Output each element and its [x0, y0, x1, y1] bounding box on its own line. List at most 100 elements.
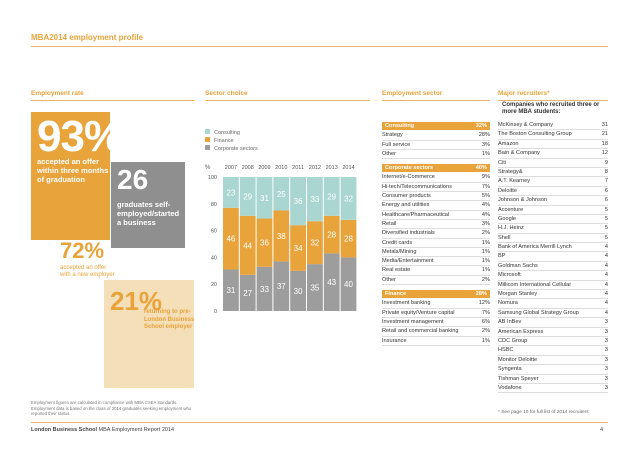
list-item: Deloitte 6 [498, 187, 608, 197]
list-item: The Boston Consulting Group 21 [498, 130, 608, 140]
section-divider-2 [205, 100, 370, 101]
data-label-corporate-2007: 31 [226, 286, 235, 295]
recruiters-subtitle: Companies who recruited three or more MB… [502, 102, 600, 115]
sector-choice-chart: % 0 20 40 60 80 100 2007 31 46 23 2008 27 44 29 2009 33 3… [205, 165, 357, 315]
subsector-value: 1% [481, 150, 490, 157]
recruiters-note: * See page 10 for full list of 2014 recr… [498, 410, 589, 415]
subsector-value: 2% [481, 328, 490, 335]
subsector-name: Internet/e-Commerce [382, 174, 435, 181]
list-item: Accenture 5 [498, 206, 608, 215]
data-label-finance-2011: 34 [294, 244, 303, 253]
list-item: Amazon 18 [498, 140, 608, 150]
subsector-value: 2% [481, 230, 490, 237]
bar-finance-2009 [256, 218, 273, 267]
bar-corporate-2008 [239, 274, 256, 311]
subsector-value: 2% [481, 276, 490, 283]
subsector-value: 1% [481, 267, 490, 274]
list-item: H.J. Heinz 5 [498, 224, 608, 234]
bar-finance-2007 [223, 207, 239, 270]
recruiter-name: Nomura [498, 300, 518, 307]
subsector-value: 1% [481, 337, 490, 344]
stat-72-value: 72% [60, 238, 105, 263]
recruiter-count: 4 [604, 309, 608, 316]
table-row: Diversified industrials 2% [382, 229, 490, 239]
subsector-name: Retail and commercial banking [382, 328, 459, 335]
subsector-value: 9% [481, 174, 490, 181]
bar-finance-2011 [290, 225, 306, 271]
bar-finance-2010 [273, 210, 290, 262]
table-row: Retail and commercial banking 2% [382, 327, 490, 337]
bar-consulting-2013 [323, 177, 340, 216]
subsector-name: Insurance [382, 337, 407, 344]
section-employment-rate: Employment rate [31, 90, 84, 97]
data-label-corporate-2012: 35 [310, 284, 319, 293]
stat-block-93: 93% accepted an offer within three month… [31, 112, 123, 240]
bar-consulting-2007 [223, 177, 239, 208]
employment-sector-tables: Consulting 32% Strategy 28% Full service 3% Ot… [382, 122, 490, 346]
subsector-value: 3% [481, 220, 490, 227]
recruiter-name: Bank of America Merrill Lynch [498, 244, 572, 251]
section-major-recruiters: Major recruiters* [498, 90, 550, 97]
y-tick-label: 40 [211, 255, 217, 261]
recruiter-name: Shell [498, 234, 511, 241]
x-tick-label: 2013 [326, 165, 338, 171]
list-item: Vodafone 3 [498, 384, 608, 394]
section-divider-3 [382, 100, 490, 101]
recruiter-count: 21 [601, 131, 608, 138]
subsector-name: Energy and utilities [382, 202, 430, 209]
data-label-finance-2013: 28 [327, 231, 336, 240]
recruiter-count: 4 [604, 262, 608, 269]
sector-table-header: Corporate sectors 40% [382, 164, 490, 173]
data-label-consulting-2012: 33 [310, 195, 319, 204]
list-item: A.T. Kearney 7 [498, 177, 608, 187]
list-item: Bain & Company 12 [498, 149, 608, 159]
subsector-name: Investment management [382, 318, 444, 325]
footer: London Business School MBA Employment Re… [31, 427, 174, 433]
footer-divider [31, 422, 608, 423]
recruiter-name: Accenture [498, 206, 524, 213]
list-item: Microsoft 4 [498, 271, 608, 281]
y-unit-label: % [205, 165, 211, 171]
data-label-corporate-2009: 33 [260, 285, 269, 294]
data-label-corporate-2013: 43 [327, 278, 336, 287]
list-item: Millicom International Cellular 4 [498, 281, 608, 291]
data-label-consulting-2009: 31 [260, 194, 269, 203]
data-label-finance-2012: 32 [310, 239, 319, 248]
section-sector-choice: Sector choice [205, 90, 248, 97]
sector-table-header: Consulting 32% [382, 122, 490, 131]
table-row: Private equity/Venture capital 7% [382, 309, 490, 318]
table-row: Consumer products 5% [382, 192, 490, 202]
y-tick-label: 80 [211, 202, 217, 208]
subsector-value: 4% [481, 202, 490, 209]
section-divider-4 [498, 100, 608, 101]
recruiter-count: 7 [604, 178, 608, 185]
subsector-value: 4% [481, 211, 490, 218]
data-label-corporate-2011: 30 [294, 287, 303, 296]
data-label-finance-2008: 44 [243, 241, 252, 250]
list-item: Goldman Sachs 4 [498, 262, 608, 272]
stat-93-text: accepted an offer within three months of… [37, 157, 109, 184]
subsector-name: Credit cards [382, 239, 413, 246]
bar-finance-2013 [323, 215, 340, 254]
list-item: Google 5 [498, 215, 608, 225]
recruiter-name: Amazon [498, 140, 519, 147]
stat-block-72: 72% accepted an offer with a new employe… [53, 238, 115, 290]
bar-finance-2008 [239, 215, 256, 275]
list-item: Syngenta 3 [498, 365, 608, 375]
y-tick-label: 0 [214, 309, 217, 315]
subsector-name: Full service [382, 141, 411, 148]
subsector-value: 12% [478, 300, 490, 307]
recruiter-count: 12 [601, 150, 608, 157]
list-item: Bank of America Merrill Lynch 4 [498, 243, 608, 253]
bar-consulting-2011 [290, 177, 306, 226]
subsector-name: Investment banking [382, 300, 431, 307]
data-label-corporate-2014: 40 [344, 280, 353, 289]
list-item: Samsung Global Strategy Group 4 [498, 309, 608, 319]
recruiter-name: Samsung Global Strategy Group [498, 309, 579, 316]
list-item: CDC Group 3 [498, 337, 608, 347]
table-row: Real estate 1% [382, 266, 490, 276]
bar-corporate-2014 [340, 257, 357, 311]
list-item: BP 4 [498, 252, 608, 262]
recruiter-name: CDC Group [498, 337, 528, 344]
table-row: Metals/Mining 1% [382, 248, 490, 258]
